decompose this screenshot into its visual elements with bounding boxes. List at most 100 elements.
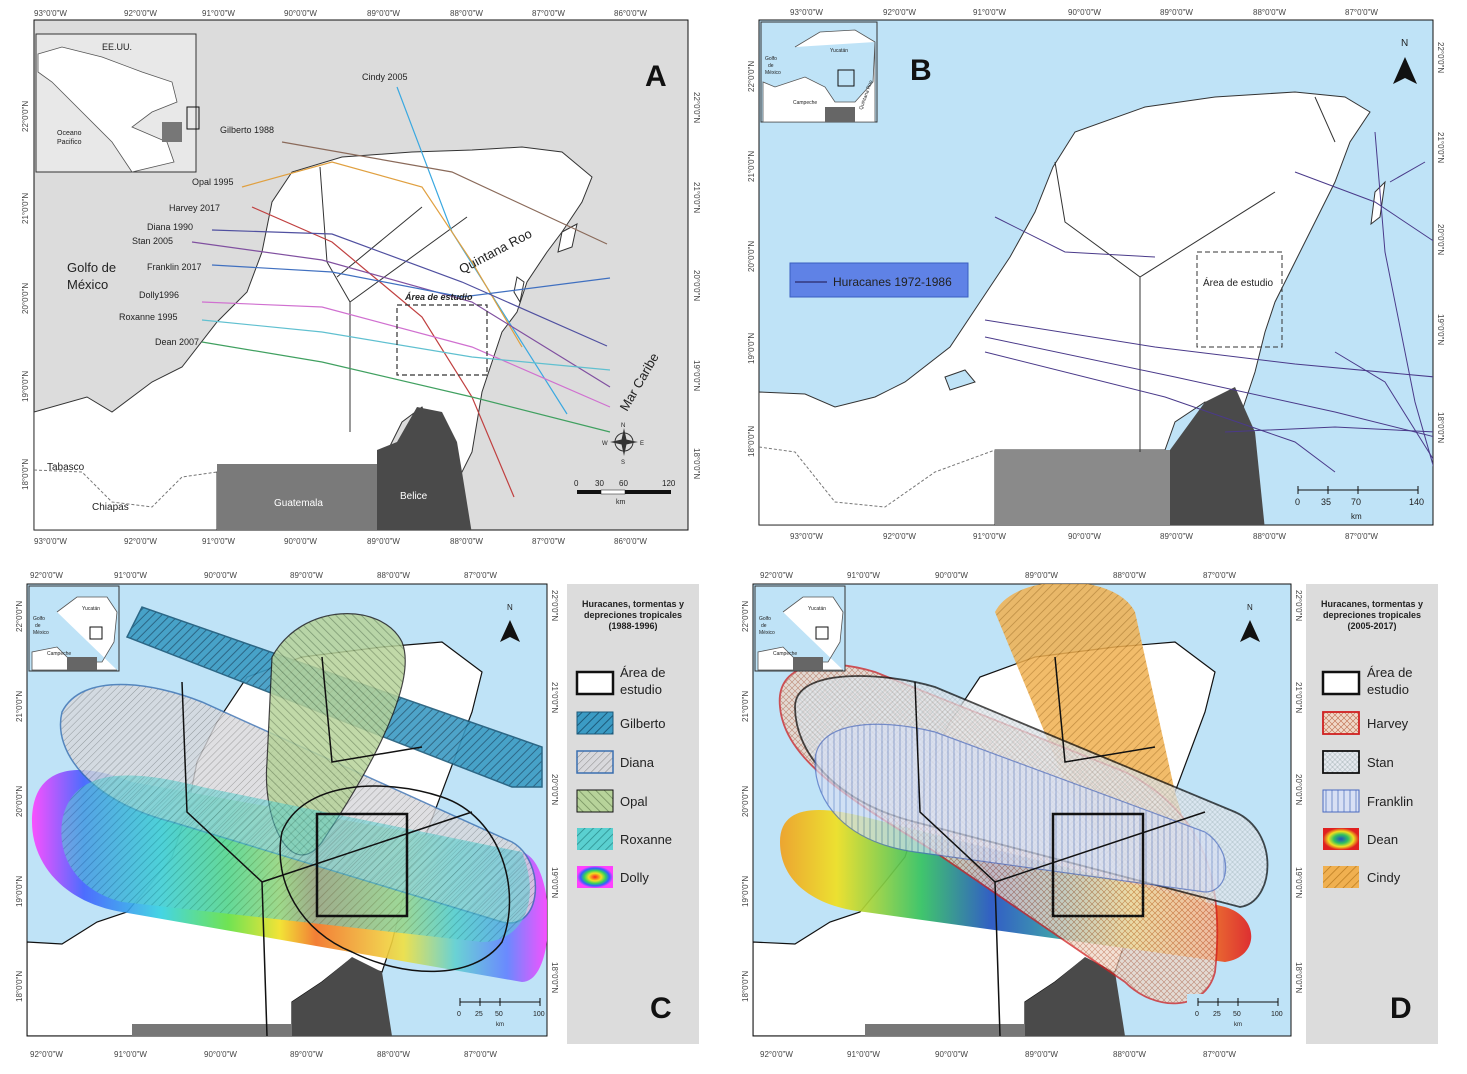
inset-map-b — [760, 21, 878, 123]
compass-rose-a — [610, 428, 638, 456]
lon-tick: 93°0'0"W — [790, 532, 823, 541]
lon-tick: 88°0'0"W — [1113, 571, 1146, 580]
guatemala-area-b — [995, 450, 1170, 525]
scale-bar-a — [577, 489, 671, 495]
inset-d-yucatan: Yucatán — [808, 606, 826, 612]
legend-c-swatch-study — [575, 670, 615, 696]
lon-tick: 90°0'0"W — [204, 1050, 237, 1059]
panel-letter-a: A — [645, 60, 667, 93]
legend-c-label-gilberto: Gilberto — [620, 716, 666, 731]
guatemala-area — [217, 464, 377, 530]
lon-tick: 87°0'0"W — [1203, 571, 1236, 580]
lon-tick: 89°0'0"W — [1160, 8, 1193, 17]
panel-letter-d: D — [1390, 992, 1412, 1025]
inset-d-gulf-3: México — [759, 630, 775, 636]
lat-tick: 22°0'0"N — [15, 601, 24, 632]
lat-tick: 19°0'0"N — [1294, 867, 1303, 898]
legend-c-title-2: depreciones tropicales — [584, 610, 682, 620]
legend-d-label-cindy: Cindy — [1367, 870, 1401, 885]
track-label-diana: Diana 1990 — [147, 222, 193, 232]
inset-c-gulf-3: México — [33, 630, 49, 636]
lon-tick: 88°0'0"W — [1253, 532, 1286, 541]
legend-d-label-study-2: estudio — [1367, 682, 1409, 697]
lon-tick: 87°0'0"W — [1345, 8, 1378, 17]
map-b: Golfo de México Yucatán Campeche Quintan… — [735, 2, 1463, 550]
lon-tick: 90°0'0"W — [1068, 532, 1101, 541]
track-label-harvey: Harvey 2017 — [169, 203, 220, 213]
legend-d-swatch-dean — [1323, 828, 1359, 850]
lat-tick: 22°0'0"N — [747, 61, 756, 92]
lon-tick: 90°0'0"W — [935, 1050, 968, 1059]
legend-c-label-opal: Opal — [620, 794, 648, 809]
legend-d-swatch-stan — [1322, 750, 1360, 774]
lat-tick: 18°0'0"N — [747, 426, 756, 457]
map-a: EE.UU. Oceano Pacifico Golfo de México Q… — [2, 2, 722, 550]
lat-tick: 21°0'0"N — [741, 691, 750, 722]
lon-tick: 90°0'0"W — [284, 537, 317, 546]
lon-tick: 88°0'0"W — [450, 537, 483, 546]
scale-c-1: 25 — [475, 1011, 483, 1018]
lon-tick: 89°0'0"W — [367, 537, 400, 546]
lat-tick: 20°0'0"N — [747, 241, 756, 272]
scale-bar-b — [1275, 480, 1425, 524]
legend-d-swatch-cindy — [1323, 866, 1359, 888]
lon-tick: 88°0'0"W — [1253, 8, 1286, 17]
lon-tick: 90°0'0"W — [935, 571, 968, 580]
scale-c-unit: km — [496, 1022, 504, 1028]
lon-tick: 91°0'0"W — [973, 8, 1006, 17]
legend-c — [567, 584, 699, 1044]
panel-letter-b: B — [910, 54, 932, 87]
inset-b-yucatan: Yucatán — [830, 48, 848, 54]
inset-label-usa: EE.UU. — [102, 42, 132, 52]
lat-tick: 21°0'0"N — [21, 193, 30, 224]
lon-tick: 92°0'0"W — [760, 571, 793, 580]
lat-tick: 19°0'0"N — [1436, 314, 1445, 345]
legend-b-label: Huracanes 1972-1986 — [833, 275, 952, 289]
study-area-box-d — [1051, 812, 1145, 918]
scale-c-0: 0 — [457, 1011, 461, 1018]
lon-tick: 86°0'0"W — [614, 9, 647, 18]
lat-tick: 20°0'0"N — [1436, 224, 1445, 255]
lat-tick: 22°0'0"N — [692, 92, 701, 123]
study-area-box-b — [1196, 251, 1283, 348]
compass-w: W — [602, 441, 608, 447]
lat-ticks-a: 22°0'0"N 21°0'0"N 20°0'0"N 19°0'0"N 18°0… — [21, 92, 701, 490]
panel-letter-c: C — [650, 992, 672, 1025]
inset-d-gulf-1: Golfo — [759, 616, 771, 622]
lon-ticks-b: 93°0'0"W 92°0'0"W 91°0'0"W 90°0'0"W 89°0… — [790, 8, 1378, 541]
track-label-gilberto: Gilberto 1988 — [220, 125, 274, 135]
legend-b — [789, 262, 969, 298]
lat-tick: 18°0'0"N — [692, 448, 701, 479]
track-label-roxanne: Roxanne 1995 — [119, 312, 178, 322]
lon-tick: 90°0'0"W — [204, 571, 237, 580]
lat-tick: 21°0'0"N — [747, 151, 756, 182]
inset-b-gulf-2: de — [768, 63, 774, 69]
lon-tick: 92°0'0"W — [883, 8, 916, 17]
tabasco-label: Tabasco — [47, 462, 85, 473]
inset-c-campeche: Campeche — [47, 651, 71, 657]
compass-e: E — [640, 441, 644, 447]
inset-b-gulf-1: Golfo — [765, 56, 777, 62]
lon-tick: 88°0'0"W — [1113, 1050, 1146, 1059]
legend-d-label-study-1: Área de — [1367, 665, 1413, 680]
inset-c-yucatan: Yucatán — [82, 606, 100, 612]
lat-tick: 22°0'0"N — [1436, 42, 1445, 73]
lat-tick: 20°0'0"N — [1294, 774, 1303, 805]
map-c: Golfo de México Yucatán Campeche N Hurac… — [2, 562, 722, 1070]
legend-d-label-stan: Stan — [1367, 755, 1394, 770]
inset-label-pacific-1: Oceano — [57, 130, 82, 137]
north-label-d: N — [1247, 603, 1253, 612]
lon-ticks-c: 92°0'0"W 91°0'0"W 90°0'0"W 89°0'0"W 88°0… — [30, 571, 497, 1059]
lon-tick: 87°0'0"W — [464, 571, 497, 580]
lon-tick: 92°0'0"W — [883, 532, 916, 541]
lat-tick: 20°0'0"N — [21, 283, 30, 314]
lon-tick: 92°0'0"W — [760, 1050, 793, 1059]
track-label-dean: Dean 2007 — [155, 337, 199, 347]
lon-tick: 87°0'0"W — [532, 9, 565, 18]
lon-tick: 89°0'0"W — [367, 9, 400, 18]
lon-tick: 92°0'0"W — [30, 1050, 63, 1059]
lon-tick: 93°0'0"W — [34, 537, 67, 546]
inset-d-campeche: Campeche — [773, 651, 797, 657]
track-label-opal: Opal 1995 — [192, 177, 234, 187]
north-label-c: N — [507, 603, 513, 612]
